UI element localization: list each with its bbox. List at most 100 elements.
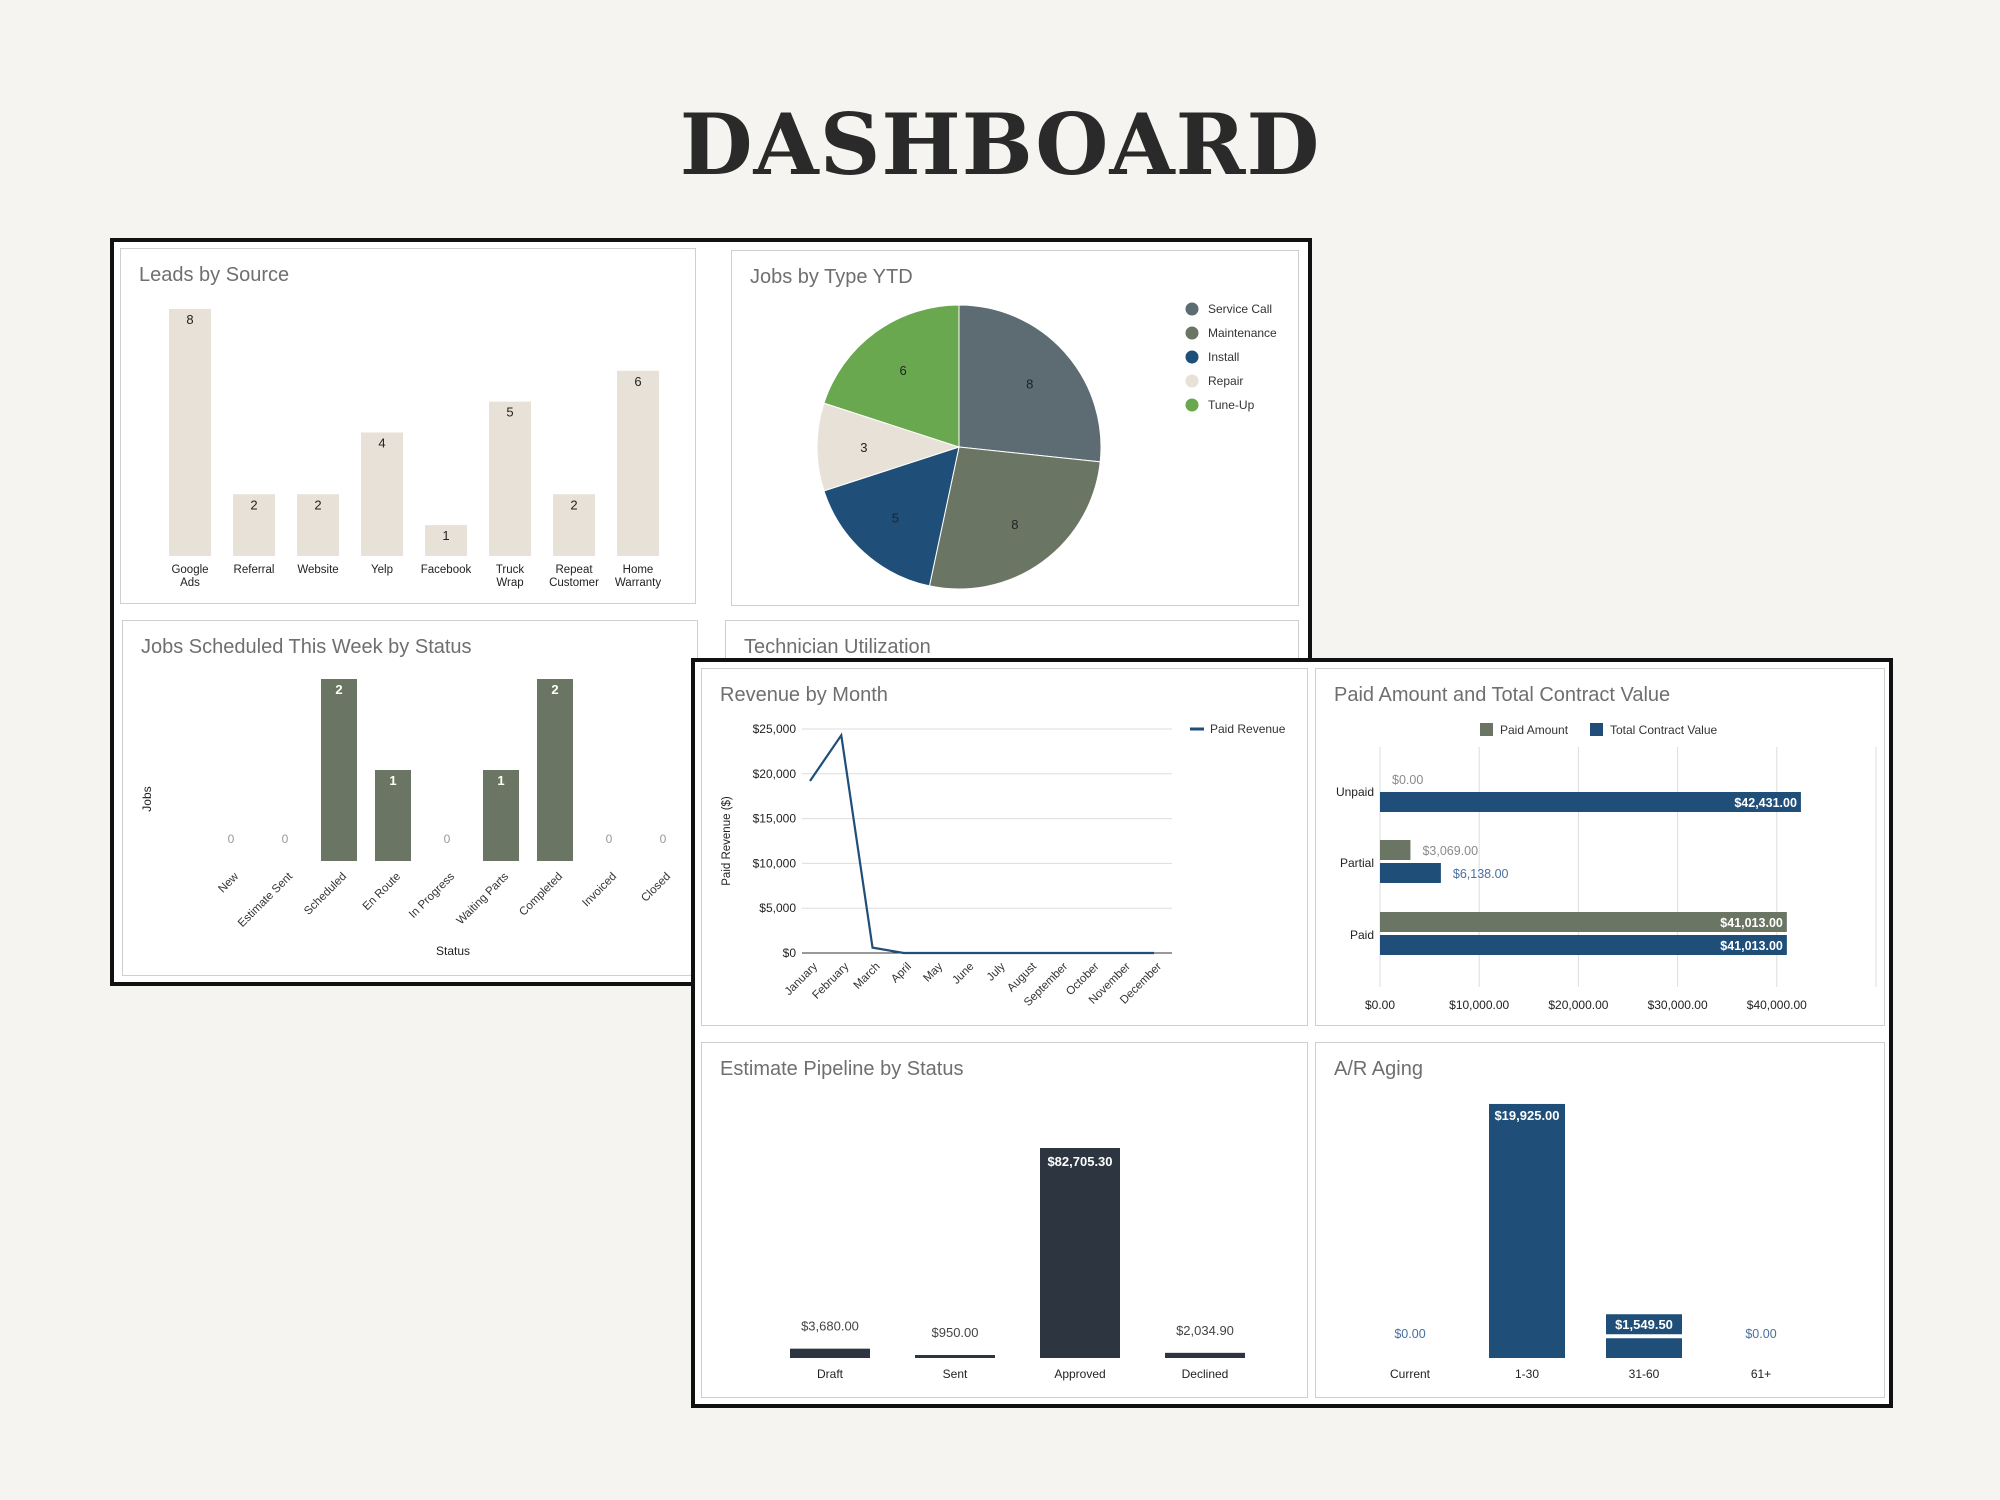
paid-contract-chart-title: Paid Amount and Total Contract Value	[1334, 684, 1671, 706]
data-label: 2	[314, 497, 321, 512]
tick-label: Facebook	[421, 564, 472, 576]
y-tick-label: $0	[783, 946, 797, 960]
tick-label: Invoiced	[580, 871, 619, 910]
data-label: 0	[282, 832, 289, 846]
legend-swatch	[1185, 350, 1199, 364]
legend-label: Paid Revenue	[1210, 722, 1286, 736]
x-tick-label: $40,000.00	[1747, 998, 1807, 1012]
tick-label: Website	[297, 564, 338, 576]
tick-label: Truck	[496, 564, 525, 576]
data-label: 2	[551, 682, 558, 697]
bar	[1380, 792, 1801, 812]
jobs-by-type-chart: 8 8 5 3 6 Service Call Maintenance Install Repai…	[816, 302, 1277, 590]
bar	[233, 494, 275, 556]
data-label: $41,013.00	[1720, 939, 1783, 953]
data-label: $950.00	[932, 1325, 979, 1340]
data-label: 1	[497, 773, 504, 788]
jobs-by-status-panel: Jobs Scheduled This Week by Status 0 New 0…	[122, 620, 698, 976]
data-label: 2	[570, 497, 577, 512]
bar	[297, 494, 339, 556]
tick-label: Closed	[639, 871, 673, 905]
leads-chart-title: Leads by Source	[139, 264, 290, 286]
slice-label: 8	[1011, 517, 1018, 532]
bar	[1380, 935, 1787, 955]
data-label: $42,431.00	[1734, 796, 1797, 810]
tech-util-chart-title: Technician Utilization	[744, 636, 931, 658]
pie-slice	[928, 446, 1101, 590]
bar	[483, 770, 519, 861]
bar	[375, 770, 411, 861]
tick-label: Approved	[1054, 1367, 1105, 1381]
pie-slice	[816, 402, 961, 492]
tick-label: Wrap	[496, 577, 523, 589]
category-label: Unpaid	[1336, 785, 1374, 799]
bar	[617, 370, 659, 556]
bar	[537, 679, 573, 861]
tick-label: Declined	[1182, 1367, 1229, 1381]
tick-label: 1-30	[1515, 1367, 1539, 1381]
data-label: 0	[606, 832, 613, 846]
data-label: 6	[634, 374, 641, 389]
pipeline-chart-title: Estimate Pipeline by Status	[720, 1058, 964, 1080]
data-label: $19,925.00	[1494, 1108, 1559, 1123]
tick-label: Current	[1390, 1367, 1431, 1381]
revenue-chart-title: Revenue by Month	[720, 684, 888, 706]
pie-slice	[823, 446, 960, 587]
data-label: $1,549.50	[1615, 1317, 1673, 1332]
legend-swatch	[1590, 723, 1603, 736]
x-tick-label: $10,000.00	[1449, 998, 1509, 1012]
y-axis-label: Paid Revenue ($)	[721, 796, 733, 886]
y-tick-label: $20,000	[753, 767, 797, 781]
data-label: 0	[444, 832, 451, 846]
x-tick-label: July	[985, 960, 1008, 983]
tick-label: Scheduled	[302, 871, 349, 918]
jobs-by-type-panel: Jobs by Type YTD 8 8 5 3 6 Service Call Mainte…	[731, 250, 1299, 606]
x-tick-label: June	[950, 961, 976, 987]
estimate-pipeline-chart: $3,680.00 Draft $950.00 Sent $82,705.30 Appro…	[790, 1148, 1245, 1381]
jobs-type-chart-title: Jobs by Type YTD	[750, 266, 913, 288]
data-label: $41,013.00	[1720, 916, 1783, 930]
tick-label: Completed	[517, 871, 565, 919]
data-label: $0.00	[1745, 1327, 1776, 1341]
tick-label: Home	[623, 564, 654, 576]
y-axis-label: Jobs	[140, 786, 154, 811]
tick-label: 61+	[1751, 1367, 1771, 1381]
x-tick-label: $20,000.00	[1548, 998, 1608, 1012]
y-tick-label: $5,000	[759, 901, 796, 915]
data-label: 5	[506, 405, 513, 420]
x-tick-label: $0.00	[1365, 998, 1395, 1012]
dashboard-frame-front: Revenue by Month $0 $5,000 $10,000 $15,000 $…	[691, 658, 1893, 1408]
tick-label: Google	[171, 564, 208, 576]
x-tick-label: May	[921, 960, 945, 984]
y-tick-label: $10,000	[753, 856, 797, 870]
x-tick-label: March	[852, 961, 883, 992]
bar	[169, 309, 211, 556]
page-title: DASHBOARD	[679, 95, 1321, 194]
tick-label: Customer	[549, 577, 599, 589]
data-label: 1	[389, 773, 396, 788]
bar	[1380, 863, 1441, 883]
data-label: $0.00	[1394, 1327, 1425, 1341]
y-tick-label: $25,000	[753, 722, 797, 736]
tick-label: En Route	[361, 871, 403, 913]
data-label: $3,069.00	[1422, 844, 1478, 858]
tick-label: 31-60	[1629, 1367, 1660, 1381]
x-tick-label: $30,000.00	[1648, 998, 1708, 1012]
slice-label: 3	[860, 440, 867, 455]
bar	[1380, 840, 1411, 860]
bar	[790, 1348, 870, 1358]
slice-label: 8	[1026, 376, 1033, 391]
series-line	[809, 732, 1154, 955]
legend-label: Maintenance	[1208, 326, 1277, 340]
bar	[553, 494, 595, 556]
ar-aging-panel: A/R Aging $0.00 Current $19,925.00 1-30 $1,5…	[1315, 1042, 1885, 1398]
bar	[915, 1355, 995, 1358]
legend-label: Install	[1208, 350, 1239, 364]
tick-label: Ads	[180, 577, 200, 589]
paid-contract-chart: $0.00 $10,000.00 $20,000.00 $30,000.00 $40,0…	[1336, 723, 1877, 1012]
paid-contract-panel: Paid Amount and Total Contract Value $0.…	[1315, 668, 1885, 1026]
data-label: 1	[442, 528, 449, 543]
bar	[425, 525, 467, 556]
data-label-box	[1606, 1314, 1682, 1335]
